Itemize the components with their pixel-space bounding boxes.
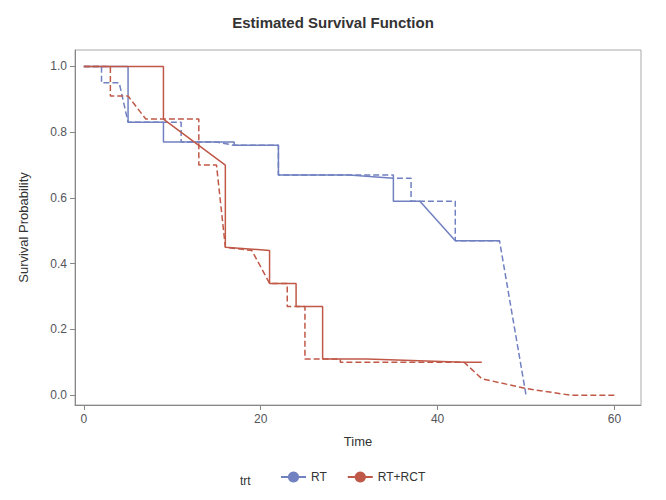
svg-text:0.4: 0.4 xyxy=(50,257,67,271)
svg-text:Time: Time xyxy=(344,434,372,449)
svg-text:Survival Probability: Survival Probability xyxy=(16,172,31,283)
svg-text:40: 40 xyxy=(431,412,445,426)
svg-text:Estimated Survival Function: Estimated Survival Function xyxy=(232,14,434,31)
svg-text:RT: RT xyxy=(311,470,327,484)
svg-text:0.8: 0.8 xyxy=(50,125,67,139)
svg-text:0.6: 0.6 xyxy=(50,191,67,205)
svg-text:0: 0 xyxy=(81,412,88,426)
svg-text:RT+RCT: RT+RCT xyxy=(378,470,426,484)
svg-text:1.0: 1.0 xyxy=(50,59,67,73)
svg-text:0.2: 0.2 xyxy=(50,322,67,336)
svg-text:60: 60 xyxy=(608,412,622,426)
svg-text:0.0: 0.0 xyxy=(50,388,67,402)
svg-text:20: 20 xyxy=(254,412,268,426)
svg-text:trt: trt xyxy=(240,474,251,488)
